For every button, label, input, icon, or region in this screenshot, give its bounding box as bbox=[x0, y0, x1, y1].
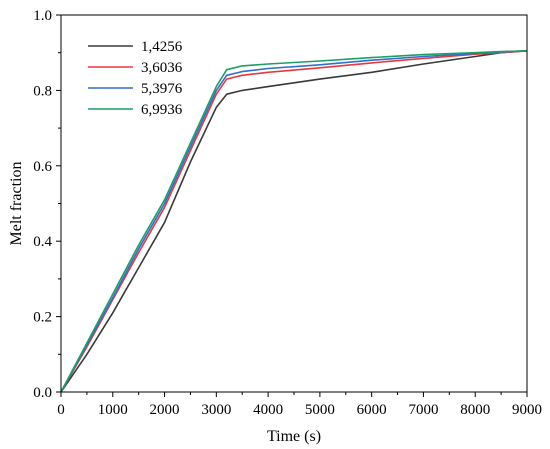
y-tick-label: 0.4 bbox=[33, 234, 52, 250]
series-layer bbox=[60, 50, 528, 393]
legend-label-3: 5,3976 bbox=[141, 81, 183, 97]
y-axis-title: Melt fraction bbox=[8, 162, 25, 246]
x-tick-label: 9000 bbox=[512, 402, 542, 418]
x-tick-label: 5000 bbox=[305, 402, 335, 418]
x-tick-label: 3000 bbox=[201, 402, 231, 418]
legend-label-1: 1,4256 bbox=[141, 39, 183, 55]
x-axis-title: Time (s) bbox=[267, 428, 321, 445]
plot-frame bbox=[60, 14, 528, 393]
series-line-1 bbox=[60, 50, 528, 393]
x-tick-label: 7000 bbox=[408, 402, 438, 418]
y-tick-label: 0.6 bbox=[33, 159, 52, 175]
x-tick-label: 8000 bbox=[460, 402, 490, 418]
legend-label-4: 6,9936 bbox=[141, 102, 183, 118]
x-tick-label: 0 bbox=[57, 402, 65, 418]
x-tick-label: 1000 bbox=[98, 402, 128, 418]
axes-layer: 0 1000 2000 3000 4000 5000 6000 7000 8000 9000 0.0… bbox=[33, 8, 542, 418]
y-tick-label: 0.0 bbox=[33, 385, 52, 401]
series-line-4 bbox=[60, 50, 528, 393]
legend: 1,4256 3,6036 5,3976 6,9936 bbox=[88, 39, 183, 118]
series-line-2 bbox=[60, 50, 528, 393]
series-line-3 bbox=[60, 50, 528, 393]
x-tick-label: 6000 bbox=[357, 402, 387, 418]
y-tick-label: 1.0 bbox=[33, 8, 52, 24]
x-tick-label: 2000 bbox=[150, 402, 180, 418]
x-tick-label: 4000 bbox=[253, 402, 283, 418]
y-tick-label: 0.8 bbox=[33, 83, 52, 99]
legend-label-2: 3,6036 bbox=[141, 60, 183, 76]
y-tick-label: 0.2 bbox=[33, 310, 52, 326]
